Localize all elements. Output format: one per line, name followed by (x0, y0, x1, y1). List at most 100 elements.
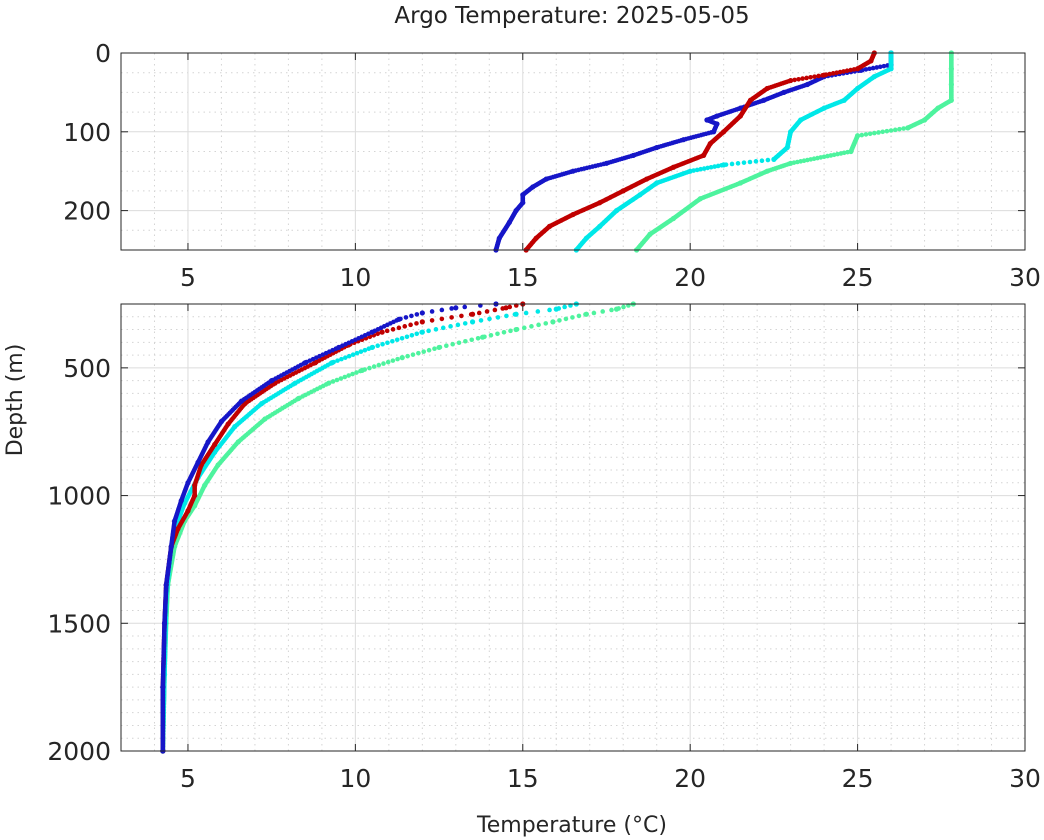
data-point (359, 367, 365, 374)
profile-point (816, 73, 821, 79)
profile-point (562, 304, 567, 310)
profile-point (429, 309, 435, 314)
data-point (175, 526, 181, 532)
data-point (771, 156, 777, 162)
data-point (436, 344, 442, 351)
profile-point (576, 313, 582, 319)
profile-point (901, 126, 906, 131)
profile-point (403, 315, 409, 320)
x-tick-label: 20 (674, 263, 706, 292)
y-tick-label: 0 (95, 39, 111, 68)
upper-panel-shallow-depth: 5 10 15 20 25 30 0 100 200 (63, 39, 1041, 292)
profile-point (529, 324, 534, 329)
profile-point (705, 165, 710, 171)
x-tick-label: 15 (507, 263, 539, 292)
profile-point (892, 127, 898, 133)
profile-point (759, 158, 765, 163)
profile-point (492, 307, 498, 313)
profile-point (358, 349, 364, 354)
data-point (888, 66, 894, 72)
profile-point (753, 159, 759, 164)
profile-point (338, 376, 344, 381)
profile-point (897, 126, 902, 132)
profile-point (395, 356, 400, 362)
x-tick-label: 30 (1009, 263, 1041, 292)
data-point (513, 326, 519, 333)
profile-point (426, 347, 432, 353)
profile-series-3 (160, 301, 526, 754)
y-axis-label: Depth (m) (3, 344, 28, 457)
data-point (781, 89, 787, 95)
data-point (312, 360, 318, 366)
figure-title: Argo Temperature: 2025-05-05 (394, 3, 749, 29)
profile-point (381, 361, 386, 366)
data-point (232, 424, 238, 430)
data-point (546, 223, 553, 229)
data-point (697, 196, 703, 202)
data-point (325, 380, 332, 386)
data-point (292, 380, 298, 386)
profile-point (741, 160, 747, 165)
data-point (225, 421, 231, 427)
profile-point (384, 328, 390, 334)
profile-point (495, 315, 501, 320)
data-point (212, 441, 218, 448)
profile-point (390, 327, 396, 332)
profile-point (459, 313, 464, 319)
profile-point (848, 67, 853, 73)
profile-point (694, 167, 700, 173)
data-point (854, 66, 861, 72)
data-point (161, 620, 168, 626)
profile-point (812, 74, 817, 79)
data-point (553, 306, 559, 312)
profile-point (390, 338, 395, 344)
x-tick-label: 20 (674, 764, 706, 793)
profile-series-3 (573, 50, 894, 253)
x-axis-label: Temperature (°C) (476, 813, 667, 838)
data-point (302, 360, 308, 366)
profile-point (429, 318, 435, 323)
data-point (192, 482, 198, 488)
lower-panel-deep-depth: 5 10 15 20 25 30 500 1000 1500 2000 (47, 301, 1041, 793)
profile-point (385, 340, 390, 346)
data-point (721, 162, 727, 168)
profile-point (888, 128, 894, 133)
data-point (513, 311, 519, 317)
profile-point (330, 379, 336, 384)
profile-point (609, 307, 614, 313)
profile-point (462, 321, 468, 326)
data-point (761, 97, 767, 103)
profile-point (448, 324, 453, 329)
data-point (295, 395, 302, 402)
data-point (215, 462, 221, 468)
profile-point (870, 65, 876, 71)
profile-point (426, 328, 431, 334)
profile-point (536, 322, 541, 328)
profile-point (410, 352, 416, 357)
data-point (480, 334, 486, 340)
data-point (905, 125, 911, 131)
data-point (764, 168, 770, 174)
data-point (921, 117, 928, 123)
data-point (329, 360, 335, 366)
profile-point (350, 371, 355, 377)
data-point (630, 152, 636, 159)
profile-point (837, 69, 843, 75)
profile-point (874, 65, 880, 70)
axes-frame (120, 52, 1026, 251)
profile-point (884, 128, 890, 134)
data-point (453, 305, 459, 311)
data-point (469, 319, 476, 325)
data-point (647, 231, 653, 237)
profile-point (414, 312, 420, 317)
y-tick-label: 2000 (47, 737, 111, 766)
data-point (379, 329, 385, 335)
x-tick-label: 15 (507, 764, 539, 793)
data-point (520, 200, 526, 206)
data-point (670, 164, 677, 170)
data-point (513, 208, 519, 214)
data-point (583, 235, 589, 241)
profile-point (439, 316, 445, 322)
data-point (764, 85, 770, 92)
